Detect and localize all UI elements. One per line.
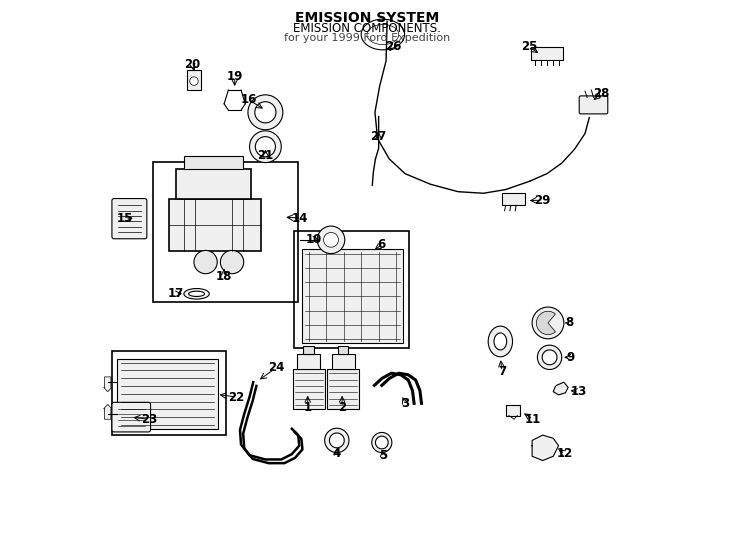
Text: 24: 24 — [268, 361, 284, 374]
Text: 27: 27 — [371, 130, 387, 143]
FancyBboxPatch shape — [112, 402, 150, 432]
Text: 26: 26 — [385, 40, 401, 53]
Text: 25: 25 — [520, 40, 537, 53]
Text: 21: 21 — [258, 149, 274, 162]
Bar — [332, 354, 355, 369]
Text: 2: 2 — [338, 401, 346, 414]
Bar — [112, 352, 225, 435]
Bar — [303, 346, 314, 354]
Bar — [531, 46, 563, 60]
Text: 8: 8 — [565, 316, 573, 329]
Ellipse shape — [488, 326, 512, 357]
Text: 23: 23 — [141, 413, 157, 426]
Text: EMISSION SYSTEM: EMISSION SYSTEM — [295, 11, 439, 25]
Text: 11: 11 — [525, 413, 541, 426]
Bar — [503, 193, 525, 205]
Circle shape — [220, 251, 244, 274]
Bar — [169, 199, 261, 252]
Text: 12: 12 — [557, 447, 573, 460]
FancyArrow shape — [103, 377, 112, 392]
Text: 10: 10 — [306, 233, 322, 246]
FancyArrow shape — [103, 404, 112, 419]
Text: 17: 17 — [167, 287, 184, 300]
Bar — [187, 70, 201, 90]
Text: 3: 3 — [401, 397, 409, 410]
Circle shape — [194, 251, 217, 274]
Bar — [297, 354, 321, 369]
Circle shape — [324, 232, 338, 247]
Text: 15: 15 — [117, 212, 134, 225]
Bar — [327, 369, 359, 409]
Bar — [302, 249, 403, 343]
Polygon shape — [532, 435, 559, 461]
Text: for your 1999 Ford Expedition: for your 1999 Ford Expedition — [284, 33, 450, 43]
Text: 22: 22 — [228, 390, 244, 403]
Bar — [153, 161, 298, 302]
Polygon shape — [553, 382, 568, 395]
Bar — [294, 231, 410, 348]
Text: 14: 14 — [292, 212, 308, 225]
Text: 1: 1 — [304, 401, 312, 414]
Bar — [293, 369, 324, 409]
Bar — [176, 170, 250, 199]
Text: 7: 7 — [498, 365, 506, 378]
Circle shape — [189, 77, 198, 85]
Text: 18: 18 — [216, 270, 232, 283]
Ellipse shape — [189, 291, 205, 296]
Text: 13: 13 — [570, 385, 586, 398]
FancyBboxPatch shape — [112, 199, 147, 239]
Ellipse shape — [184, 288, 209, 299]
Text: 6: 6 — [378, 238, 386, 251]
Circle shape — [317, 226, 345, 254]
Text: 4: 4 — [333, 447, 341, 460]
Bar — [184, 156, 243, 170]
Bar — [338, 346, 349, 354]
Bar — [117, 359, 218, 429]
FancyBboxPatch shape — [579, 96, 608, 114]
Text: 20: 20 — [184, 58, 200, 71]
Text: 9: 9 — [566, 351, 574, 364]
Ellipse shape — [494, 333, 506, 350]
Text: EMISSION COMPONENTS.: EMISSION COMPONENTS. — [293, 22, 441, 35]
Bar — [506, 405, 520, 416]
Text: 5: 5 — [379, 449, 387, 462]
Text: 28: 28 — [593, 87, 609, 100]
Text: 29: 29 — [534, 194, 551, 207]
Text: 16: 16 — [240, 93, 257, 106]
Circle shape — [532, 307, 564, 339]
Wedge shape — [537, 311, 556, 335]
Text: 19: 19 — [227, 70, 243, 83]
